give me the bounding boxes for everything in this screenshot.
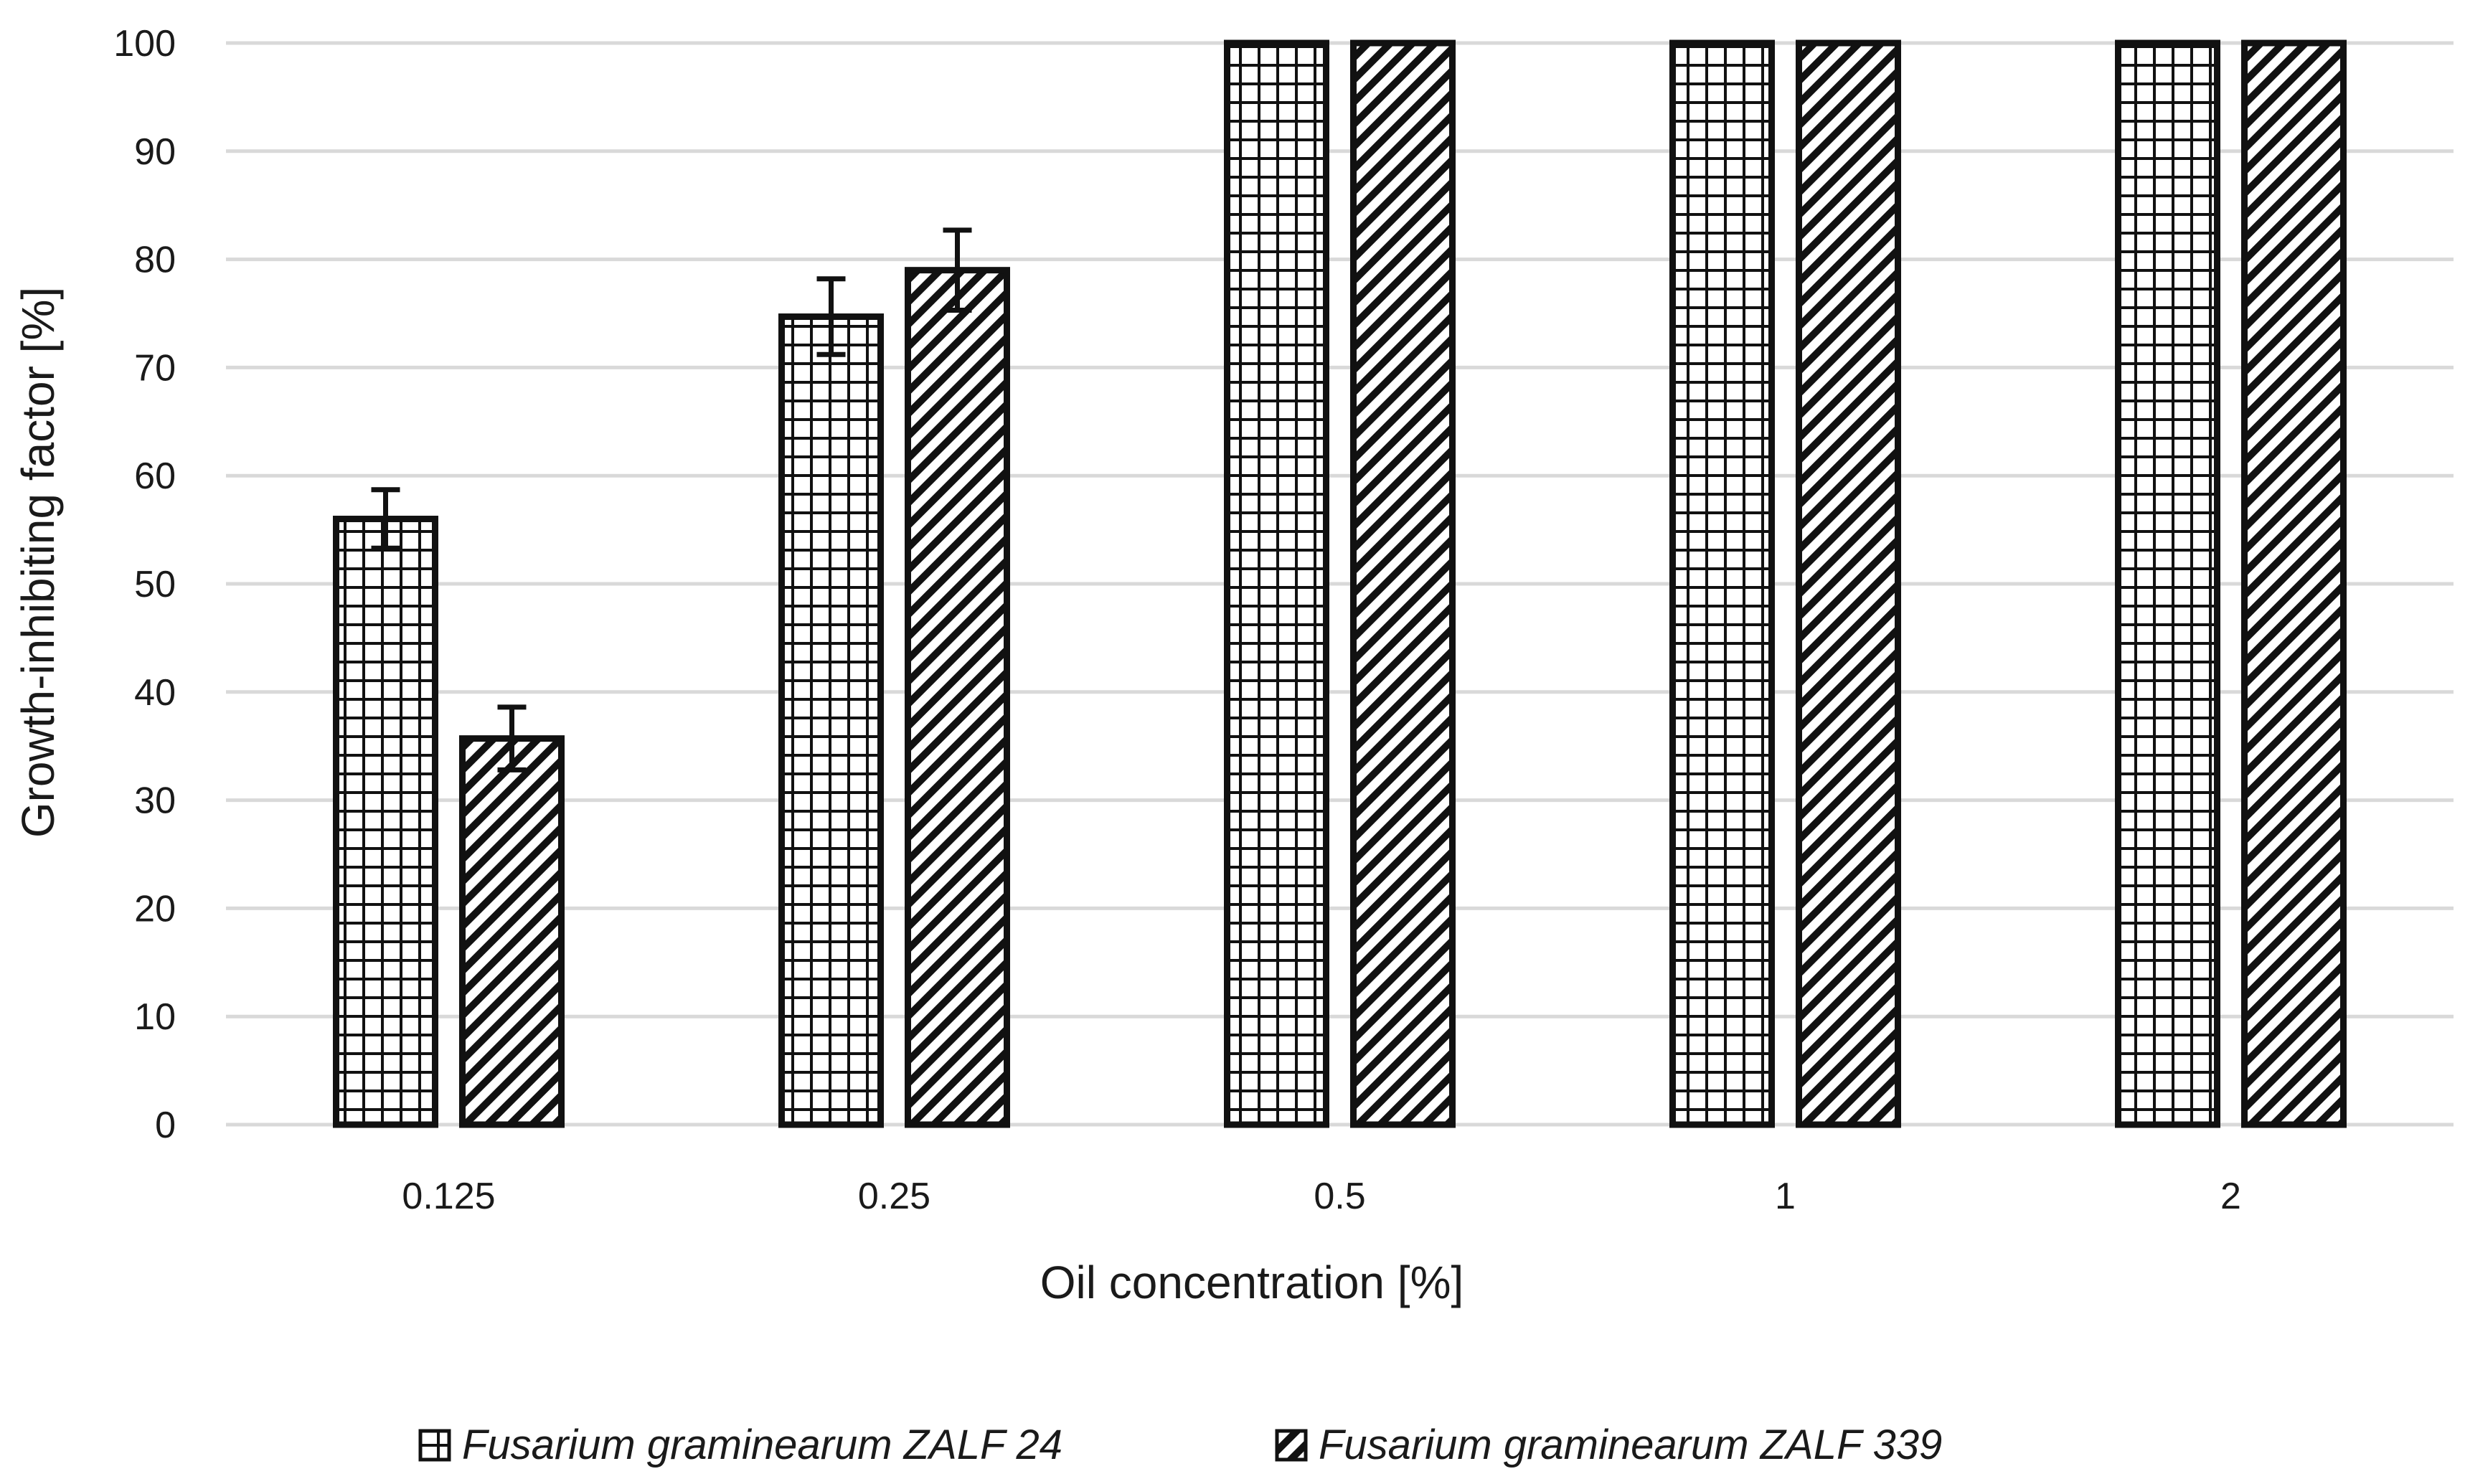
y-tick-label: 0 [155,1105,176,1146]
error-bar [497,704,527,772]
bar-zalf339-2 [2241,39,2347,1128]
x-tick-labels: 0.125 0.25 0.5 1 2 [402,1176,2241,1217]
y-tick-label: 60 [134,455,176,497]
legend-label-zalf24: Fusarium graminearum ZALF 24 [462,1422,1062,1468]
error-bar [816,276,846,357]
error-bars [371,227,972,772]
y-tick-label: 20 [134,888,176,930]
bar-zalf339-0_5 [1350,39,1456,1128]
y-axis-title: Growth-inhibiting factor [%] [12,287,64,838]
y-tick-label: 30 [134,780,176,822]
bar-zalf24-1 [1669,39,1775,1128]
error-bar [943,227,972,313]
y-tick-label: 100 [113,23,176,65]
bar-zalf24-2 [2115,39,2220,1128]
x-tick-label: 0.5 [1314,1176,1365,1217]
y-tick-label: 40 [134,672,176,714]
x-tick-label: 0.125 [402,1176,495,1217]
legend-label-zalf339: Fusarium graminearum ZALF 339 [1319,1422,1942,1468]
x-axis-title: Oil concentration [%] [1040,1257,1464,1308]
y-gridlines [226,41,2454,1127]
y-tick-label: 70 [134,347,176,389]
bar-zalf339-0_25 [905,267,1010,1128]
bar-zalf339-0_125 [459,735,565,1128]
bar-zalf24-0_5 [1224,39,1329,1128]
x-tick-label: 1 [1775,1176,1796,1217]
y-tick-label: 50 [134,564,176,605]
legend-swatch-zalf24 [418,1429,451,1462]
y-tick-labels: 0 10 20 30 40 50 60 70 80 90 100 [113,23,176,1146]
legend-swatch-zalf339 [1275,1429,1308,1462]
legend: Fusarium graminearum ZALF 24 Fusarium gr… [418,1422,1942,1468]
x-tick-label: 2 [2220,1176,2241,1217]
bar-zalf24-0_25 [778,313,884,1128]
y-tick-label: 10 [134,996,176,1038]
bar-zalf24-0_125 [333,516,438,1128]
y-tick-label: 80 [134,240,176,281]
bars [333,39,2347,1128]
y-tick-label: 90 [134,131,176,173]
error-bar [371,487,400,551]
bar-zalf339-1 [1796,39,1901,1128]
x-tick-label: 0.25 [858,1176,930,1217]
